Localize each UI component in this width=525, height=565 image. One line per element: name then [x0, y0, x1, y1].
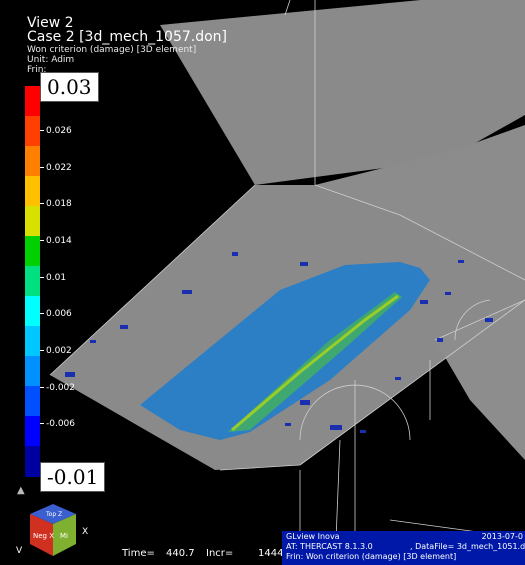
colorbar-segment — [25, 446, 40, 477]
upper-plate — [160, 0, 525, 185]
colorbar-tick-label: 0.022 — [40, 163, 72, 173]
orientation-cube[interactable]: Top Z Neg X Mi — [24, 500, 82, 558]
right-box-top — [315, 125, 525, 280]
incr-value: 1444 — [258, 548, 284, 559]
colorbar-segment — [25, 146, 40, 177]
colorbar-segment — [25, 416, 40, 447]
damage-streak-core — [231, 294, 399, 432]
colorbar-segment — [25, 266, 40, 297]
colorbar-max-label: 0.03 — [40, 72, 99, 102]
frin-label: Frin: — [27, 65, 47, 75]
colorbar-tick-label: -0.006 — [40, 419, 75, 429]
criterion-label: Won criterion (damage) [3D element] — [27, 45, 197, 55]
colorbar-tick-label: 0.002 — [40, 346, 72, 356]
case-title: Case 2 [3d_mech_1057.don] — [27, 29, 228, 45]
glview-datafile: , DataFile= 3d_mech_1051.don — [410, 542, 525, 551]
colorbar-tick-label: 0.01 — [40, 273, 66, 283]
colorbar-segment — [25, 236, 40, 267]
colorbar-segment — [25, 296, 40, 327]
colorbar-tick-label: 0.006 — [40, 309, 72, 319]
time-value: 440.7 — [166, 548, 195, 559]
damage-specks — [65, 252, 493, 433]
colorbar-segment — [25, 356, 40, 387]
glview-at: AT: THERCAST 8.1.3.0 — [286, 542, 373, 551]
lower-right-plate — [435, 300, 525, 460]
colorbar-min-label: -0.01 — [40, 462, 106, 492]
colorbar-tick-label: 0.014 — [40, 236, 72, 246]
axis-v-label: V — [16, 546, 23, 556]
colorbar-tick-label: 0.026 — [40, 126, 72, 136]
cube-negx-label: Neg X — [33, 532, 54, 540]
colorbar-tick-label: -0.002 — [40, 383, 75, 393]
colorbar-segment — [25, 176, 40, 207]
damage-region — [140, 262, 430, 440]
colorbar-segment — [25, 86, 40, 117]
glview-title: GLview Inova — [286, 532, 340, 541]
glview-date: 2013-07-0 — [481, 532, 523, 541]
colorbar — [25, 86, 40, 477]
colorbar-segment — [25, 326, 40, 357]
colorbar-segment — [25, 386, 40, 417]
glview-frin: Frin: Won criterion (damage) [3D element… — [286, 552, 457, 561]
colorbar-tick-label: 0.018 — [40, 199, 72, 209]
axis-x-label: X — [82, 527, 89, 537]
colorbar-segment — [25, 206, 40, 237]
view-title: View 2 — [27, 15, 74, 31]
glview-info-panel: GLview Inova 2013-07-0 AT: THERCAST 8.1.… — [282, 531, 525, 565]
colorbar-segment — [25, 116, 40, 147]
cube-side-label: Mi — [60, 532, 68, 540]
cube-top-label: Top Z — [45, 511, 62, 518]
time-label: Time= — [122, 548, 155, 559]
colorbar-arrow-icon[interactable]: ▲ — [17, 485, 25, 496]
unit-label: Unit: Adim — [27, 55, 75, 65]
incr-label: Incr= — [206, 548, 234, 559]
